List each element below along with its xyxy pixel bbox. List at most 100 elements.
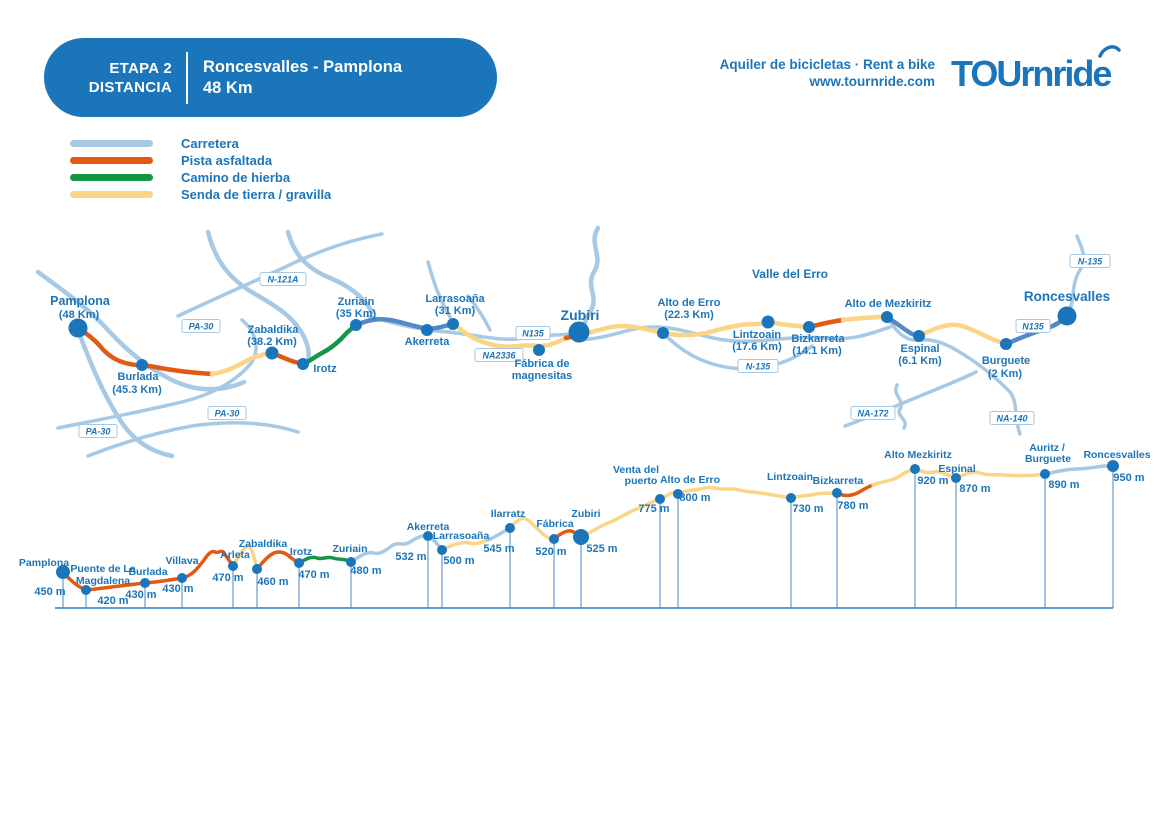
route-distance: 48 Km: [203, 78, 253, 97]
map-town-label-zabaldika: Zabaldika: [248, 324, 300, 336]
rental-tagline: Aquiler de bicicletas · Rent a bike: [719, 57, 935, 72]
map-town-label-zubiri: Zubiri: [561, 307, 600, 323]
profile-name-espinal: Espinal: [938, 463, 975, 475]
profile-elevation-zubiri: 525 m: [586, 543, 617, 555]
road-badge-label: PA-30: [86, 427, 111, 437]
route-block: Roncesvalles - Pamplona 48 Km: [203, 57, 402, 99]
map-town-dot-zuriain: [350, 319, 362, 331]
profile-name-auritz-burguete: Auritz /: [1029, 442, 1065, 454]
map-town-distance-larrasoana: (31 Km): [435, 305, 476, 317]
road-badge-label: NA2336: [482, 351, 516, 361]
profile-dot-irotz: [294, 558, 304, 568]
map-town-label-burguete: Burguete: [982, 355, 1030, 367]
profile-senda: [231, 544, 259, 571]
road-badge-label: N-135: [1078, 257, 1104, 267]
map-town-label-irotz: Irotz: [313, 363, 337, 375]
profile-elevation-alto-mezkiritz: 920 m: [917, 475, 948, 487]
profile-elevation-zabaldika: 460 m: [257, 576, 288, 588]
map-town-dot-lintzoain: [761, 315, 775, 329]
profile-hierba: [297, 555, 353, 565]
map-town-distance-zabaldika: (38.2 Km): [247, 336, 297, 348]
map-town-dot-alto-de-mezkiritz: [881, 311, 893, 323]
map-town-dot-alto-de-erro: [657, 327, 669, 339]
map-town-label-fabrica: Fábrica de: [514, 358, 569, 370]
map-route-senda: [585, 320, 812, 338]
map-town-distance-zuriain: (35 Km): [336, 308, 377, 320]
map-town-dot-irotz: [297, 358, 309, 370]
road-badge-label: PA-30: [189, 322, 214, 332]
profile-dot-auritz-burguete: [1040, 469, 1050, 479]
route-type-legend: Carretera Pista asfaltada Camino de hier…: [70, 135, 331, 203]
road-badge-label: NA-140: [996, 414, 1027, 424]
legend-row-hierba: Camino de hierba: [70, 169, 331, 186]
legend-row-senda: Senda de tierra / gravilla: [70, 186, 331, 203]
profile-senda: [440, 538, 490, 552]
map-town-label-lintzoain: Lintzoain: [733, 329, 782, 341]
profile-dot-espinal: [951, 473, 961, 483]
profile-carretera: [1043, 464, 1115, 476]
map-route-senda: [450, 321, 569, 349]
profile-elevation-ilarratz: 545 m: [483, 543, 514, 555]
profile-elevation-arleta: 470 m: [212, 572, 243, 584]
map-town-distance-burguete: (2 Km): [988, 368, 1023, 380]
route-title: Roncesvalles - Pamplona: [203, 57, 402, 76]
road-n121a: [176, 232, 384, 318]
road-badge-box: [207, 406, 247, 420]
map-town-label2-fabrica: magnesitas: [512, 370, 573, 382]
tagline-block: Aquiler de bicicletas · Rent a bike www.…: [720, 56, 935, 90]
header-divider: [186, 51, 188, 104]
hierba-swatch: [70, 174, 153, 181]
profile-elevation-larrasoana: 500 m: [443, 555, 474, 567]
map-town-distance-espinal: (6.1 Km): [898, 355, 942, 367]
profile-dot-lintzoain: [786, 493, 796, 503]
map-town-label-akerreta: Akerreta: [405, 336, 451, 348]
map-town-label-roncesvalles: Roncesvalles: [1024, 289, 1110, 304]
profile-dot-zubiri: [573, 529, 589, 545]
profile-dot-akerreta: [423, 531, 433, 541]
river-path: [75, 327, 175, 459]
map-town-dot-burguete: [1000, 338, 1012, 350]
map-town-label-larrasoana: Larrasoaña: [425, 293, 485, 305]
region-label-valle-del-erro: Valle del Erro: [752, 267, 828, 281]
map-town-distance-lintzoain: (17.6 Km): [732, 341, 782, 353]
profile-name-burlada: Burlada: [128, 566, 167, 578]
profile-dot-larrasoana: [437, 545, 447, 555]
map-town-label-pamplona: Pamplona: [50, 294, 111, 308]
road-badge-label: N-135: [746, 362, 772, 372]
profile-elevation-auritz-burguete: 890 m: [1048, 479, 1079, 491]
river-path: [35, 269, 247, 392]
profile-elevation-espinal: 870 m: [959, 483, 990, 495]
map-town-dot-espinal: [913, 330, 925, 342]
map-town-label-alto-de-mezkiritz: Alto de Mezkiritz: [845, 298, 932, 310]
map-town-distance-bizkarreta: (14.1 Km): [792, 345, 842, 357]
road-badge-box: [1015, 319, 1051, 333]
profile-name-alto-mezkiritz: Alto Mezkiritz: [884, 449, 952, 461]
profile-name2-venta-del-puerto: puerto: [625, 475, 658, 487]
road-n135-valle: [661, 331, 814, 371]
stage-block: ETAPA 2 DISTANCIA: [44, 59, 172, 97]
profile-dot-fabrica: [549, 534, 559, 544]
road-badge-label: NA-172: [857, 409, 888, 419]
website-link[interactable]: www.tournride.com: [809, 74, 935, 89]
profile-elevation-lintzoain: 730 m: [792, 503, 823, 515]
road-badges: N-121A PA-30 PA-30 PA-30 N135 NA2336 N-135 NA-1…: [78, 254, 1111, 438]
profile-name-zuriain: Zuriain: [332, 543, 367, 555]
profile-dot-bizkarreta: [832, 488, 842, 498]
profile-dot-zabaldika: [252, 564, 262, 574]
road-pa30: [56, 318, 258, 430]
profile-dot-burlada: [140, 578, 150, 588]
road-badge-box: [515, 326, 551, 340]
profile-dot-alto-de-erro: [673, 489, 683, 499]
legend-label: Camino de hierba: [181, 170, 291, 185]
road-badge-box: [850, 406, 896, 420]
profile-dot-villava: [177, 573, 187, 583]
profile-dot-arleta: [228, 561, 238, 571]
river-path: [205, 229, 311, 365]
profile-elevation-pamplona: 450 m: [34, 586, 65, 598]
map-route-senda: [840, 314, 890, 323]
logo-text: TOUrnride: [951, 53, 1111, 94]
profile-elevation-zuriain: 480 m: [350, 565, 381, 577]
road-badge-label: N135: [522, 329, 545, 339]
